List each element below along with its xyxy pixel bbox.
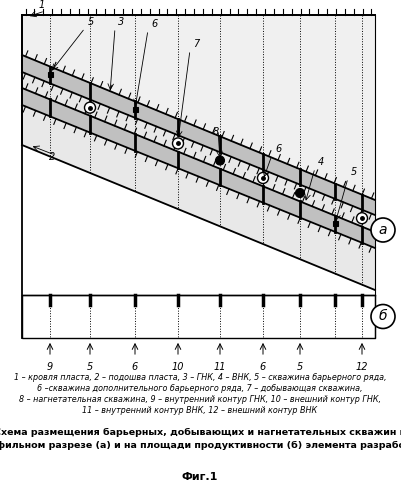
Circle shape [257,172,269,184]
Circle shape [172,138,184,149]
Text: 6: 6 [132,362,138,372]
Text: 9: 9 [47,362,53,372]
Text: 2: 2 [49,152,55,162]
Text: 6 –скважина дополнительного барьерного ряда, 7 – добывающая скважина,: 6 –скважина дополнительного барьерного р… [37,384,363,393]
Text: 11 – внутренний контур ВНК, 12 – внешний контур ВНК: 11 – внутренний контур ВНК, 12 – внешний… [83,406,318,415]
Text: 5: 5 [297,362,303,372]
Bar [47,72,53,78]
Circle shape [215,156,225,165]
Bar [22,295,375,338]
Bar [332,221,338,226]
Text: 1 – кровля пласта, 2 – подошва пласта, 3 – ГНК, 4 – ВНК, 5 – скважина барьерного: 1 – кровля пласта, 2 – подошва пласта, 3… [14,373,386,382]
Text: 5: 5 [87,362,93,372]
Circle shape [356,212,367,224]
Text: 5: 5 [351,167,357,177]
Bar [132,107,138,112]
Circle shape [296,188,304,198]
Polygon shape [22,72,375,232]
Circle shape [85,102,95,113]
Polygon shape [22,55,375,215]
Text: 6: 6 [275,144,281,154]
Text: 12: 12 [356,362,368,372]
Text: 3: 3 [118,17,124,27]
Text: Фиг.1: Фиг.1 [182,472,218,482]
Text: 5: 5 [88,17,94,27]
Text: 6: 6 [260,362,266,372]
Circle shape [371,218,395,242]
Text: 6: 6 [151,19,157,29]
Text: 8 – нагнетательная скважина, 9 – внутренний контур ГНК, 10 – внешний контур ГНК,: 8 – нагнетательная скважина, 9 – внутрен… [19,395,381,404]
Circle shape [371,304,395,328]
Text: 1: 1 [39,0,45,10]
Text: 4: 4 [318,157,324,167]
Text: Схема размещения барьерных, добывающих и нагнетательных скважин в: Схема размещения барьерных, добывающих и… [0,428,401,437]
Text: 7: 7 [193,39,199,49]
Text: б: б [379,310,387,324]
Text: а: а [379,223,387,237]
Text: профильном разрезе (а) и на площади продуктивности (б) элемента разработки: профильном разрезе (а) и на площади прод… [0,441,401,450]
Text: 11: 11 [214,362,226,372]
Polygon shape [22,105,375,290]
Text: 10: 10 [172,362,184,372]
Polygon shape [22,88,375,248]
Polygon shape [22,15,375,290]
Text: 8: 8 [213,127,219,137]
